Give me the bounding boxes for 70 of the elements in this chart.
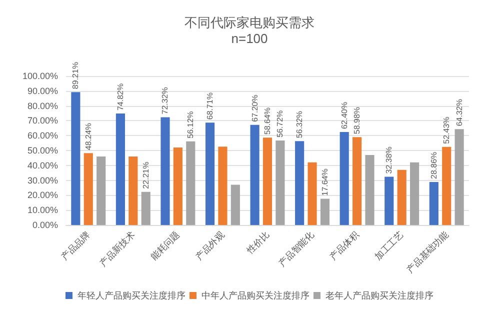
data-label: 68.71% bbox=[206, 92, 215, 120]
y-tick-label: 0.00% bbox=[32, 220, 58, 230]
x-tick-label: 产品品牌 bbox=[59, 229, 92, 262]
bar bbox=[352, 137, 362, 225]
data-label: 56.12% bbox=[186, 111, 196, 138]
y-tick-label: 60.00% bbox=[27, 130, 58, 141]
y-tick-label: 90.00% bbox=[27, 86, 58, 96]
x-tick-label: 能耗问题 bbox=[148, 229, 182, 262]
bar bbox=[218, 146, 228, 225]
x-tick-label: 产品基础功能 bbox=[404, 229, 450, 275]
bar bbox=[442, 146, 452, 225]
data-label: 56.32% bbox=[295, 110, 304, 138]
bar bbox=[365, 154, 374, 225]
y-tick-label: 40.00% bbox=[27, 160, 58, 170]
data-label: 28.86% bbox=[429, 152, 438, 179]
bar bbox=[429, 182, 438, 225]
bar bbox=[340, 132, 349, 225]
data-label: 89.21% bbox=[71, 62, 80, 90]
bar bbox=[186, 141, 196, 225]
x-tick-label: 性价比 bbox=[244, 229, 272, 256]
bar bbox=[116, 114, 125, 225]
x-tick-label: 产品体积 bbox=[328, 229, 361, 262]
bar bbox=[205, 122, 215, 225]
chart-subtitle: n=100 bbox=[231, 31, 268, 46]
x-tick-label: 产品外观 bbox=[194, 229, 226, 262]
bar bbox=[454, 129, 464, 225]
x-tick-label: 产品新技术 bbox=[98, 229, 137, 268]
y-tick-label: 10.00% bbox=[27, 205, 58, 216]
data-label: 22.21% bbox=[141, 162, 150, 189]
x-tick-label: 加工工艺 bbox=[372, 229, 406, 262]
data-label: 32.38% bbox=[384, 146, 394, 174]
y-tick-label: 50.00% bbox=[27, 146, 58, 156]
y-tick-label: 30.00% bbox=[27, 175, 58, 186]
data-label: 64.32% bbox=[454, 99, 464, 126]
data-label: 58.64% bbox=[263, 107, 272, 135]
y-tick-label: 80.00% bbox=[27, 100, 58, 111]
bar bbox=[276, 140, 285, 225]
data-label: 62.40% bbox=[340, 102, 349, 130]
bar bbox=[141, 192, 150, 225]
bar bbox=[230, 184, 240, 225]
data-label: 58.98% bbox=[352, 106, 362, 134]
bar bbox=[160, 117, 170, 225]
bar bbox=[128, 156, 138, 225]
bar bbox=[384, 176, 394, 225]
data-label: 67.20% bbox=[250, 94, 260, 122]
bar bbox=[262, 138, 272, 225]
bar bbox=[173, 148, 182, 225]
bar bbox=[71, 92, 80, 225]
data-label: 48.24% bbox=[84, 122, 93, 150]
legend-label: 年轻人产品购买关注度排序 bbox=[78, 290, 186, 300]
y-tick-label: 70.00% bbox=[27, 116, 58, 126]
bar bbox=[320, 198, 330, 225]
x-tick-label: 产品智能化 bbox=[276, 229, 316, 268]
bar bbox=[410, 162, 420, 225]
legend-label: 中年人产品购买关注度排序 bbox=[202, 290, 310, 300]
bar bbox=[96, 156, 106, 225]
bar bbox=[84, 153, 93, 225]
data-label: 56.72% bbox=[276, 110, 285, 138]
data-label: 17.64% bbox=[320, 168, 330, 196]
chart-title: 不同代际家电购买需求 bbox=[184, 15, 314, 31]
data-label: 52.43% bbox=[442, 116, 452, 144]
bar bbox=[308, 162, 317, 225]
y-tick-label: 100.00% bbox=[22, 71, 58, 81]
bar bbox=[295, 141, 304, 225]
y-tick-label: 20.00% bbox=[27, 190, 58, 200]
data-label: 74.82% bbox=[116, 83, 125, 111]
data-label: 72.32% bbox=[160, 87, 170, 114]
legend-label: 老年人产品购买关注度排序 bbox=[326, 290, 434, 300]
bar bbox=[397, 170, 406, 225]
bar bbox=[250, 124, 260, 225]
